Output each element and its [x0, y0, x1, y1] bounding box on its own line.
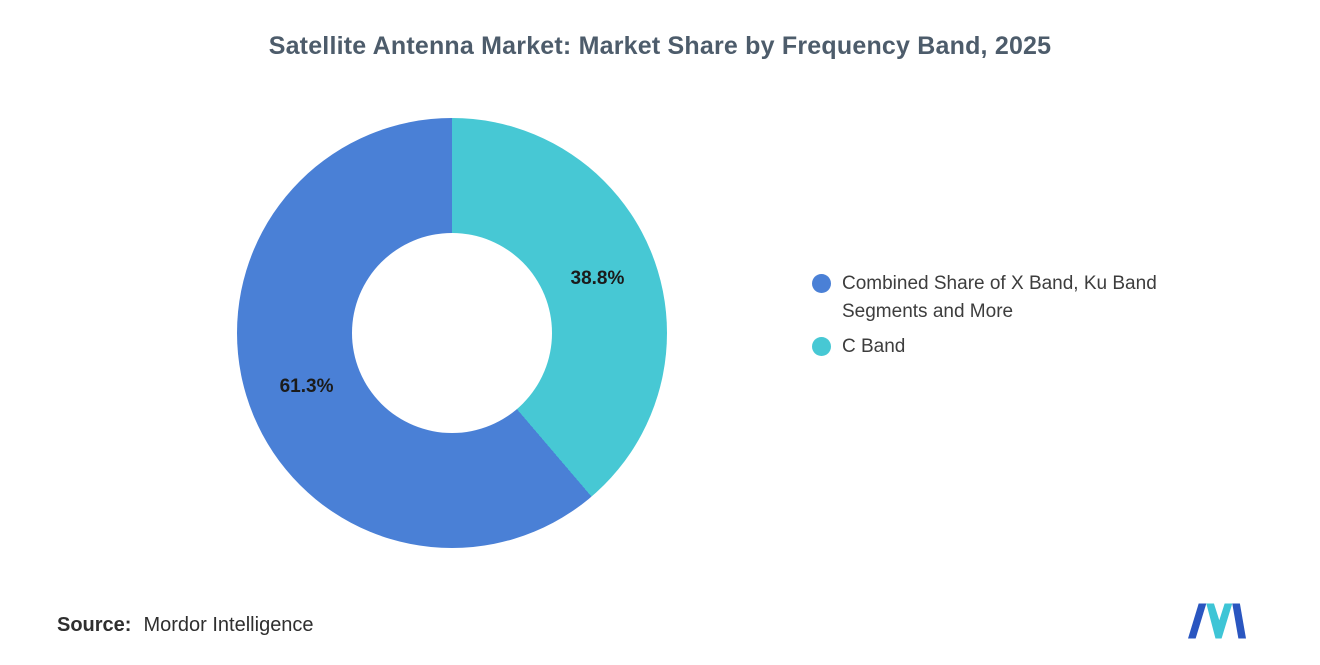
legend-item-x-ku-band[interactable]: Combined Share of X Band, Ku Band Segmen… — [812, 270, 1222, 325]
slice-label-x-ku-band: 61.3% — [279, 375, 334, 397]
chart-legend: Combined Share of X Band, Ku Band Segmen… — [812, 270, 1222, 369]
legend-label: C Band — [842, 336, 906, 358]
mordor-intelligence-logo-icon — [1188, 603, 1246, 639]
source-label: Source: — [57, 614, 132, 636]
donut-chart-area: 61.3% 38.8% — [237, 118, 667, 548]
page-title: Satellite Antenna Market: Market Share b… — [268, 32, 1052, 60]
legend-item-c-band[interactable]: C Band — [812, 333, 1222, 361]
slice-label-c-band: 38.8% — [570, 268, 625, 290]
legend-marker-blue-icon — [812, 274, 831, 293]
source-attribution: Source: Mordor Intelligence — [57, 614, 314, 637]
legend-label: Combined Share of X Band, Ku Band Segmen… — [842, 273, 1157, 322]
legend-marker-teal-icon — [812, 337, 831, 357]
donut-hole — [352, 233, 552, 433]
source-value: Mordor Intelligence — [143, 614, 314, 636]
